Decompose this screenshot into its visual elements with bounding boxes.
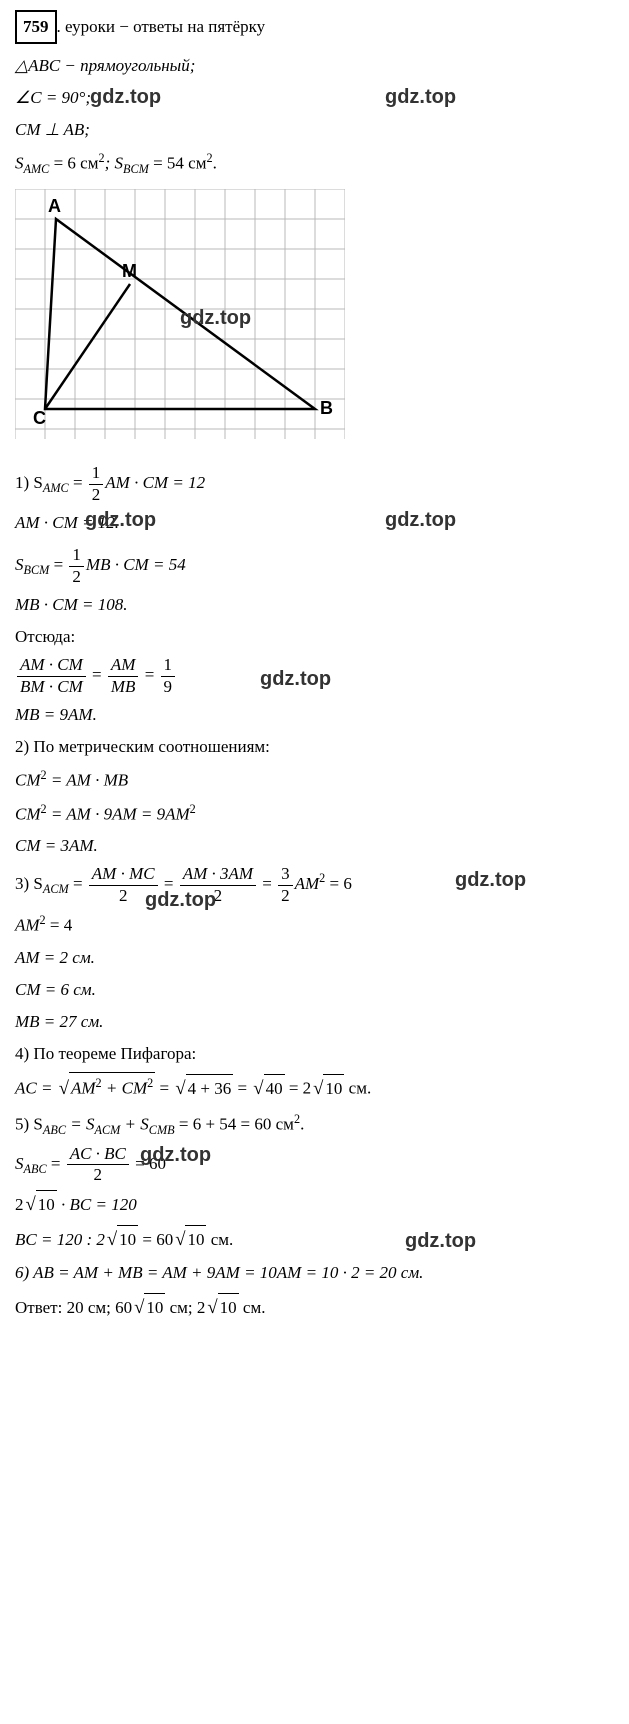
watermark: gdz.top xyxy=(385,81,456,114)
watermark: gdz.top xyxy=(260,663,331,696)
problem-header: 759. еуроки − ответы на пятёрку xyxy=(15,10,614,44)
step3-line4: CM = 6 см. xyxy=(15,976,614,1004)
step3-line3: AM = 2 см. xyxy=(15,944,614,972)
step5-line3: 210 · BC = 120 xyxy=(15,1190,614,1221)
label-m: M xyxy=(122,261,137,281)
step5-line4: BC = 120 : 210 = 6010 см. gdz.top xyxy=(15,1225,614,1256)
step3-line5: MB = 27 см. xyxy=(15,1008,614,1036)
step5-line2: SABC = AC · BC2 = 60 gdz.top xyxy=(15,1144,614,1186)
given-line-2: ∠C = 90°; gdz.top gdz.top xyxy=(15,84,614,112)
given-line-3: CM ⊥ AB; xyxy=(15,116,614,144)
step1-line6: AM · CMBM · CM = AMMB = 19 gdz.top xyxy=(15,655,614,697)
step2-line3: CM2 = AM · 9AM = 9AM2 xyxy=(15,799,614,829)
watermark: gdz.top xyxy=(455,864,526,897)
label-a: A xyxy=(48,196,61,216)
step5-line1: 5) SABC = SACM + SCMB = 6 + 54 = 60 см2. xyxy=(15,1109,614,1140)
answer-line: Ответ: 20 см; 6010 см; 210 см. xyxy=(15,1293,614,1324)
triangle-diagram: A B C M gdz.top xyxy=(15,189,614,448)
watermark: gdz.top xyxy=(385,504,456,537)
watermark: gdz.top xyxy=(180,307,251,329)
step3-line2: AM2 = 4 xyxy=(15,910,614,940)
step2-line2: CM2 = AM · MB xyxy=(15,765,614,795)
step1-line1: 1) SAMC = 12AM · CM = 12 xyxy=(15,463,614,505)
step1-line2: AM · CM = 12. gdz.top gdz.top xyxy=(15,509,614,537)
problem-number: 759 xyxy=(15,10,57,44)
label-b: B xyxy=(320,398,333,418)
step2-line4: CM = 3AM. xyxy=(15,832,614,860)
watermark: gdz.top xyxy=(405,1225,476,1258)
watermark: gdz.top xyxy=(90,81,161,114)
given-line-1: △ABC − прямоугольный; xyxy=(15,52,614,80)
step1-line7: MB = 9AM. xyxy=(15,701,614,729)
diagram-svg: A B C M gdz.top xyxy=(15,189,345,439)
step4-line1: 4) По теореме Пифагора: xyxy=(15,1040,614,1068)
step1-line3: SBCM = 12MB · CM = 54 xyxy=(15,545,614,587)
step1-line4: MB · CM = 108. xyxy=(15,591,614,619)
given-line-4: SAMC = 6 см2; SBCM = 54 см2. xyxy=(15,148,614,179)
step3-line1: 3) SACM = AM · MC2 = AM · 3AM2 = 32AM2 =… xyxy=(15,864,614,906)
step4-line2: AC = AM2 + CM2 = 4 + 36 = 40 = 210 см. xyxy=(15,1072,614,1105)
label-c: C xyxy=(33,408,46,428)
problem-title-text: . еуроки − ответы на пятёрку xyxy=(57,17,266,36)
step6-line1: 6) AB = AM + MB = AM + 9AM = 10AM = 10 ·… xyxy=(15,1259,614,1287)
step1-line5: Отсюда: xyxy=(15,623,614,651)
step2-line1: 2) По метрическим соотношениям: xyxy=(15,733,614,761)
